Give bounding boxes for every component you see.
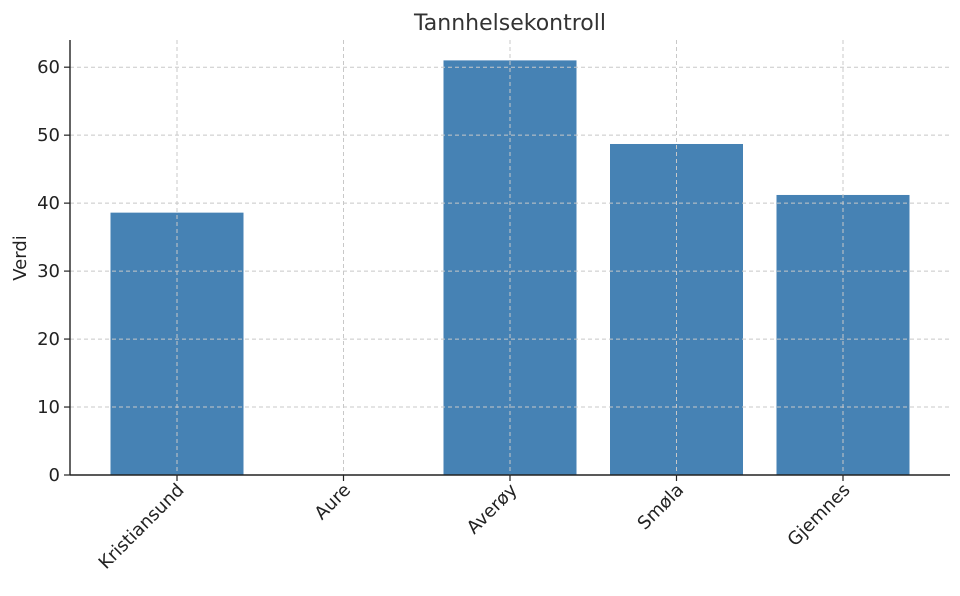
y-tick-label: 30 (37, 261, 60, 282)
y-axis-label: Verdi (10, 235, 31, 281)
x-tick-label: Gjemnes (784, 480, 855, 551)
x-tick-label: Aure (311, 480, 355, 524)
y-tick-label: 50 (37, 125, 60, 146)
y-tick-label: 40 (37, 193, 60, 214)
x-tick-label: Kristiansund (95, 480, 189, 574)
y-tick-label: 60 (37, 57, 60, 78)
x-tick-label: Averøy (463, 479, 522, 538)
chart-title: Tannhelsekontroll (413, 11, 606, 36)
y-tick-label: 20 (37, 329, 60, 350)
grid (70, 40, 950, 475)
y-tick-label: 10 (37, 397, 60, 418)
x-tick-label: Smøla (634, 480, 688, 534)
y-tick-label: 0 (49, 465, 60, 486)
